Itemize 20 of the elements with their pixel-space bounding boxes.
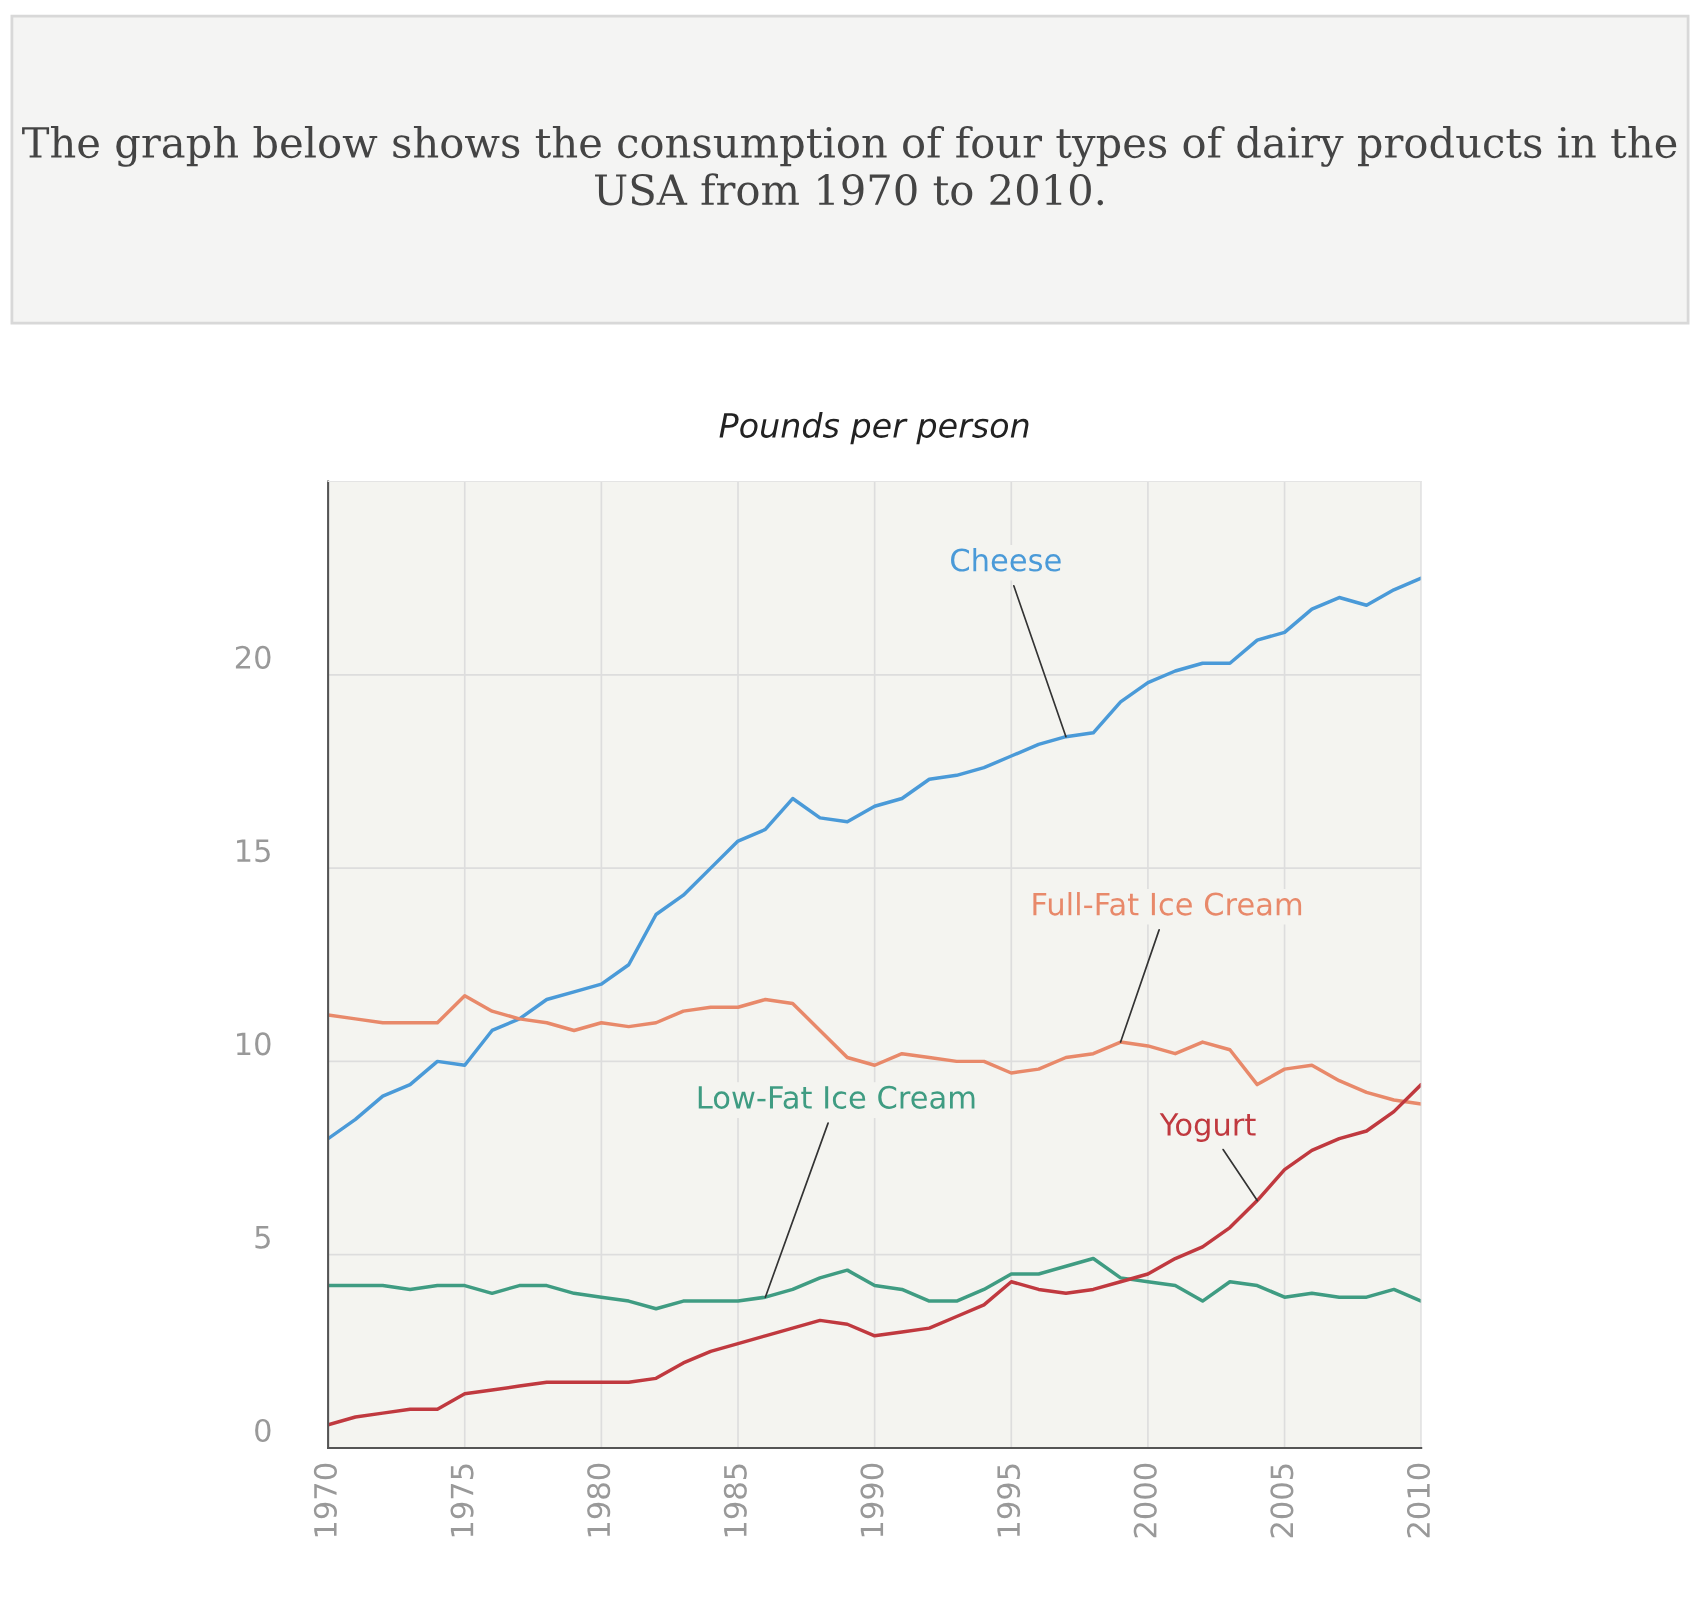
x-tick-label: 1990 — [860, 1463, 884, 1537]
series-label: Yogurt — [1159, 1113, 1256, 1142]
x-tick-label: 1970 — [313, 1463, 337, 1537]
x-tick-label: 2000 — [1133, 1463, 1157, 1538]
y-tick-label: 10 — [237, 1032, 271, 1056]
chart-subtitle: Pounds per person — [719, 412, 1029, 445]
x-tick-label: 1985 — [723, 1464, 747, 1537]
x-tick-label: 2010 — [1406, 1463, 1431, 1538]
y-tick-label: 0 — [255, 1418, 271, 1443]
text: Full-Fat Ice Cream — [1033, 891, 1302, 916]
x-tick-label: 2005 — [1270, 1464, 1294, 1538]
y-tick-label: 5 — [255, 1226, 270, 1249]
x-tick-label: 1995 — [997, 1464, 1021, 1537]
y-tick-label: 15 — [237, 839, 270, 863]
chart-title: The graph below shows the consumption of four types of dairy products in the USA from 1970 to 2010. — [22, 125, 1677, 206]
y-tick-label: 20 — [235, 645, 271, 669]
x-tick-label: 1975 — [450, 1464, 474, 1537]
text: Cheese — [951, 547, 1061, 572]
text: Low-Fat Ice Cream — [698, 1085, 975, 1109]
x-tick-label: 1980 — [587, 1463, 611, 1537]
